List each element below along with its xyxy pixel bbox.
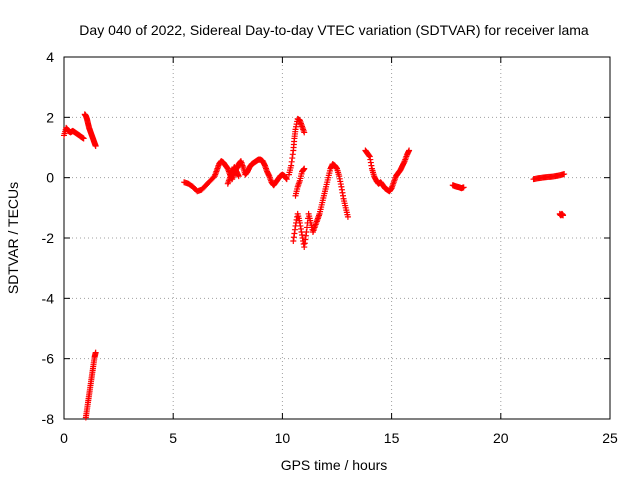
x-tick-label: 0 xyxy=(60,430,68,446)
data-point xyxy=(406,147,413,154)
data-points xyxy=(61,111,568,421)
x-tick-label: 10 xyxy=(275,430,291,446)
x-axis-label: GPS time / hours xyxy=(281,457,388,473)
grid xyxy=(64,57,610,419)
y-tick-label: 4 xyxy=(46,49,54,65)
x-tick-labels: 0 5 10 15 20 25 xyxy=(60,430,618,446)
y-tick-label: 2 xyxy=(46,109,54,125)
x-tick-label: 20 xyxy=(493,430,509,446)
y-tick-label: 0 xyxy=(46,170,54,186)
data-point xyxy=(344,213,351,220)
x-tick-label: 25 xyxy=(602,430,618,446)
data-point xyxy=(301,129,308,136)
x-tick-label: 5 xyxy=(169,430,177,446)
y-tick-label: -6 xyxy=(42,351,55,367)
data-point xyxy=(92,142,99,149)
data-point xyxy=(80,135,87,142)
data-point xyxy=(561,171,568,178)
y-tick-label: -4 xyxy=(42,290,55,306)
ticks xyxy=(63,56,611,420)
y-tick-label: -2 xyxy=(42,230,55,246)
y-tick-label: -8 xyxy=(42,411,55,427)
data-point xyxy=(235,173,242,180)
data-point xyxy=(460,184,467,191)
data-point xyxy=(301,165,308,172)
y-tick-labels: -8 -6 -4 -2 0 2 4 xyxy=(42,49,55,427)
y-axis-label: SDTVAR / TECUs xyxy=(5,182,21,294)
data-point xyxy=(92,349,99,356)
data-point xyxy=(560,212,567,219)
chart-title: Day 040 of 2022, Sidereal Day-to-day VTE… xyxy=(79,22,589,38)
x-tick-label: 15 xyxy=(384,430,400,446)
data-point xyxy=(283,176,290,183)
